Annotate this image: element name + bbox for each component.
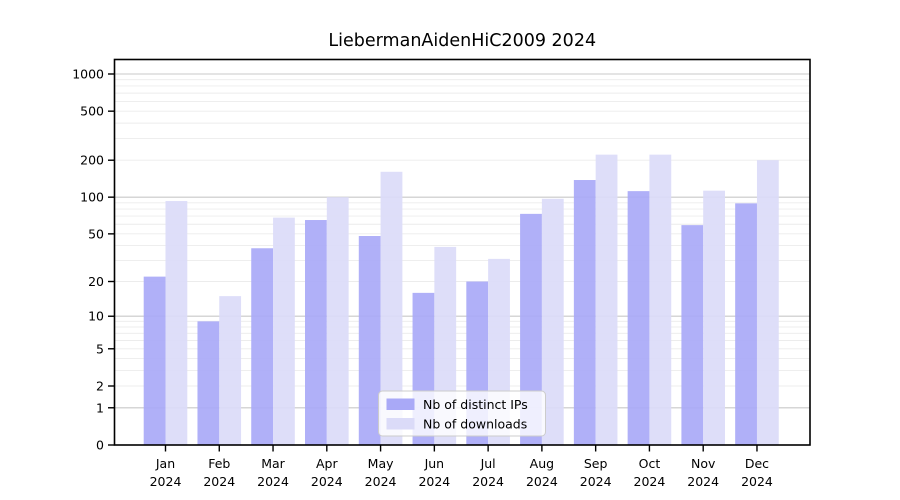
x-tick-month-jun: Jun xyxy=(424,456,445,471)
bars xyxy=(143,154,779,446)
y-axis: 0 1 2 5 10 20 50 100 200 500 1000 xyxy=(72,66,115,453)
y-tick-label-200: 200 xyxy=(80,153,104,168)
bar-nb-of-distinct-ips-sep xyxy=(573,180,596,445)
x-tick-year-dec: 2024 xyxy=(741,474,773,489)
legend: Nb of distinct IPs Nb of downloads xyxy=(378,390,546,437)
x-tick-month-jul: Jul xyxy=(480,456,496,471)
bar-nb-of-downloads-feb xyxy=(219,296,242,445)
bar-nb-of-distinct-ips-oct xyxy=(627,191,650,445)
legend-swatch-nb-of-distinct-ips xyxy=(386,398,415,410)
x-axis: Jan 2024 Feb 2024 Mar 2024 Apr 2024 May 2024 Jun 20… xyxy=(150,445,773,489)
legend-label-nb-of-downloads: Nb of downloads xyxy=(423,417,527,432)
y-tick-label-20: 20 xyxy=(88,274,104,289)
bar-nb-of-distinct-ips-dec xyxy=(735,203,757,445)
x-tick-month-jan: Jan xyxy=(155,456,175,471)
bar-nb-of-downloads-sep xyxy=(595,154,618,445)
bar-nb-of-downloads-aug xyxy=(541,198,564,445)
y-tick-label-10: 10 xyxy=(88,309,104,324)
bar-nb-of-downloads-jan xyxy=(165,201,188,445)
bar-nb-of-distinct-ips-aug xyxy=(520,213,542,445)
x-tick-year-jan: 2024 xyxy=(150,474,182,489)
bar-nb-of-downloads-nov xyxy=(703,190,725,445)
bar-nb-of-downloads-apr xyxy=(326,197,349,445)
chart-title: LiebermanAidenHiC2009 2024 xyxy=(328,31,596,51)
x-tick-month-oct: Oct xyxy=(639,456,661,471)
bar-nb-of-downloads-mar xyxy=(273,217,295,445)
x-tick-year-mar: 2024 xyxy=(257,474,289,489)
y-tick-label-2: 2 xyxy=(96,379,104,394)
y-tick-label-100: 100 xyxy=(80,190,104,205)
bar-nb-of-downloads-may xyxy=(380,171,403,446)
bar-nb-of-distinct-ips-feb xyxy=(197,321,220,445)
x-tick-year-aug: 2024 xyxy=(526,474,558,489)
x-tick-month-nov: Nov xyxy=(691,456,716,471)
x-tick-month-apr: Apr xyxy=(316,456,338,471)
y-tick-label-50: 50 xyxy=(88,226,104,241)
bar-nb-of-distinct-ips-jan xyxy=(143,276,166,445)
y-tick-label-500: 500 xyxy=(80,104,104,119)
legend-label-nb-of-distinct-ips: Nb of distinct IPs xyxy=(423,397,528,412)
x-tick-month-may: May xyxy=(368,456,394,471)
x-tick-year-feb: 2024 xyxy=(203,474,235,489)
x-tick-year-nov: 2024 xyxy=(687,474,719,489)
y-tick-label-5: 5 xyxy=(96,341,104,356)
x-tick-month-feb: Feb xyxy=(208,456,230,471)
x-tick-month-aug: Aug xyxy=(530,456,554,471)
bar-nb-of-downloads-dec xyxy=(756,160,779,445)
y-tick-label-0: 0 xyxy=(96,438,104,453)
bar-nb-of-distinct-ips-apr xyxy=(305,220,327,445)
bar-nb-of-distinct-ips-nov xyxy=(681,225,704,445)
bar-nb-of-distinct-ips-mar xyxy=(251,248,274,445)
x-tick-year-jun: 2024 xyxy=(418,474,450,489)
bar-nb-of-downloads-oct xyxy=(649,154,672,445)
bar-nb-of-distinct-ips-may xyxy=(358,236,381,445)
plot-border xyxy=(113,58,811,446)
x-tick-year-oct: 2024 xyxy=(634,474,666,489)
x-tick-month-mar: Mar xyxy=(261,456,285,471)
y-tick-label-1: 1 xyxy=(96,400,104,415)
x-tick-month-dec: Dec xyxy=(745,456,769,471)
x-tick-year-apr: 2024 xyxy=(311,474,343,489)
x-tick-year-may: 2024 xyxy=(365,474,397,489)
y-tick-label-1000: 1000 xyxy=(72,66,104,81)
legend-box xyxy=(378,390,546,437)
legend-swatch-nb-of-downloads xyxy=(386,418,415,430)
x-tick-month-sep: Sep xyxy=(584,456,608,471)
x-tick-year-sep: 2024 xyxy=(580,474,612,489)
x-tick-year-jul: 2024 xyxy=(472,474,504,489)
